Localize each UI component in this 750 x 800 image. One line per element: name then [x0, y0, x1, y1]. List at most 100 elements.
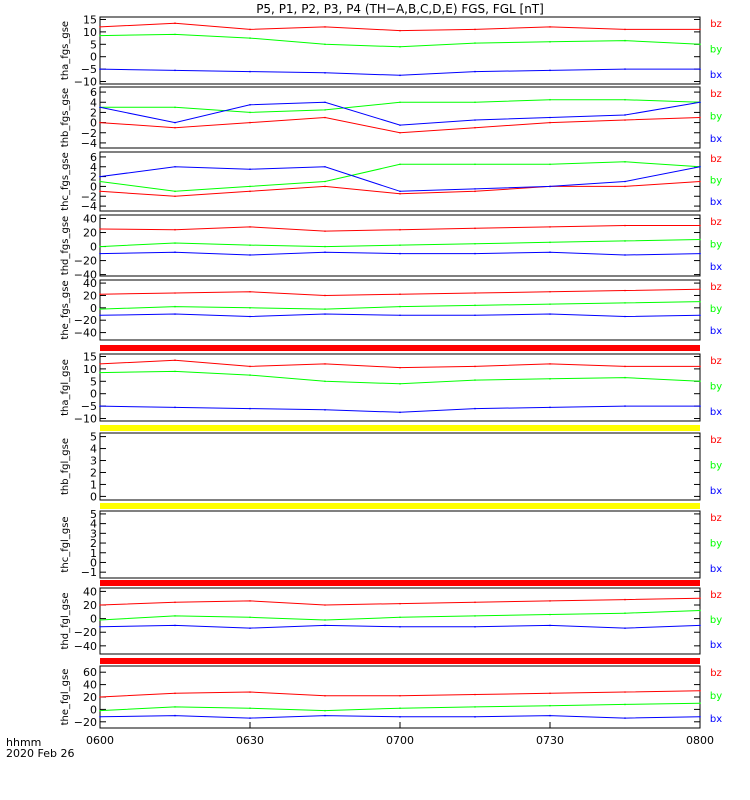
series-point-bz	[174, 692, 176, 695]
series-point-bz	[174, 292, 176, 294]
series-point-by	[324, 308, 326, 310]
series-point-bz	[399, 192, 401, 195]
series-point-bz	[174, 126, 176, 129]
series-point-by	[549, 704, 551, 707]
series-point-bx	[174, 313, 176, 315]
series-line-by	[99, 301, 701, 310]
series-point-bz	[699, 690, 701, 692]
series-point-bx	[99, 625, 101, 628]
series-point-bx	[549, 624, 551, 627]
y-tick-label: 5	[90, 508, 97, 521]
series-point-bz	[474, 292, 476, 294]
series-point-bx	[699, 252, 701, 255]
y-tick-label: 60	[83, 666, 97, 679]
series-point-bz	[699, 180, 701, 183]
y-tick-label: 4	[90, 443, 97, 456]
panel-frame	[99, 665, 701, 729]
series-point-bx	[699, 405, 701, 407]
series-point-bx	[99, 252, 101, 255]
series-point-by	[624, 98, 626, 101]
y-tick-label: 5	[90, 431, 97, 444]
series-point-by	[699, 609, 701, 612]
series-point-by	[399, 163, 401, 166]
series-point-bz	[324, 604, 326, 606]
series-point-bz	[699, 116, 701, 119]
series-point-bz	[474, 365, 476, 368]
series-point-by	[324, 109, 326, 111]
series-point-bx	[624, 68, 626, 70]
y-tick-label: 2	[90, 171, 97, 184]
legend-bz: bz	[710, 668, 722, 679]
series-point-bx	[474, 70, 476, 73]
series-point-bx	[624, 114, 626, 116]
x-tick-label: 0730	[536, 734, 564, 747]
panel-frame	[99, 279, 701, 341]
series-point-by	[249, 111, 251, 114]
series-line-by	[99, 33, 701, 48]
y-tick-label: 2	[90, 466, 97, 479]
series-point-by	[324, 180, 326, 183]
series-point-bx	[474, 407, 476, 410]
series-point-bx	[699, 165, 701, 168]
series-point-bz	[249, 226, 251, 228]
y-tick-label: −5	[81, 400, 97, 413]
series-point-bx	[624, 717, 626, 719]
series-point-bx	[99, 175, 101, 178]
series-point-bx	[549, 313, 551, 315]
series-point-by	[174, 190, 176, 193]
panel-frame	[99, 510, 701, 579]
series-point-bx	[699, 624, 701, 627]
y-tick-label: 5	[90, 375, 97, 388]
series-point-by	[624, 240, 626, 242]
panel-frame	[99, 16, 701, 85]
x-tick-label: 0600	[86, 734, 114, 747]
series-point-bx	[474, 625, 476, 628]
series-point-bx	[624, 405, 626, 407]
y-tick-label: −20	[74, 314, 97, 327]
panel-frame	[99, 432, 701, 501]
series-point-bx	[549, 406, 551, 409]
footer-date-label: 2020 Feb 26	[6, 747, 74, 760]
legend-by: by	[710, 45, 722, 56]
series-point-bz	[549, 600, 551, 602]
series-point-bx	[99, 405, 101, 407]
legend-bx: bx	[710, 262, 722, 273]
y-tick-label: 6	[90, 86, 97, 99]
legend-bz: bz	[710, 435, 722, 446]
series-point-bz	[174, 359, 176, 362]
legend-bz: bz	[710, 513, 722, 524]
y-tick-label: 4	[90, 518, 97, 531]
series-point-bx	[474, 314, 476, 317]
series-point-bx	[174, 624, 176, 627]
y-tick-label: 4	[90, 161, 97, 174]
series-point-by	[324, 709, 326, 712]
series-point-bx	[474, 188, 476, 190]
series-line-bx	[99, 166, 701, 192]
series-line-by	[99, 702, 701, 712]
series-point-bz	[249, 290, 251, 293]
series-point-bz	[399, 29, 401, 32]
series-point-bz	[324, 26, 326, 28]
series-point-bz	[699, 224, 701, 227]
y-axis-label: thb_fgl_gse	[60, 438, 71, 495]
series-point-bx	[549, 714, 551, 717]
series-point-by	[549, 378, 551, 380]
series-point-by	[699, 300, 701, 303]
series-point-by	[399, 305, 401, 308]
y-tick-label: 20	[83, 289, 97, 302]
series-point-bz	[474, 190, 476, 193]
series-point-by	[399, 101, 401, 104]
legend-bz: bz	[710, 19, 722, 30]
series-point-bx	[324, 101, 326, 104]
series-point-bz	[549, 290, 551, 293]
series-point-by	[474, 163, 476, 166]
series-point-by	[549, 41, 551, 43]
series-point-bx	[174, 165, 176, 168]
legend-by: by	[710, 176, 722, 187]
series-point-bz	[624, 365, 626, 368]
y-tick-label: −4	[81, 200, 97, 213]
series-point-bz	[324, 230, 326, 232]
series-point-bx	[324, 409, 326, 411]
